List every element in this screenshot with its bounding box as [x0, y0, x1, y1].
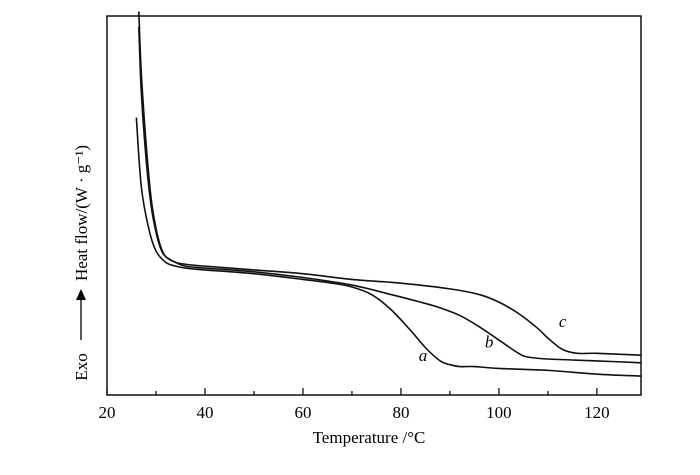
series-line-c: [138, 11, 642, 356]
series-annotations: a b c: [419, 312, 567, 365]
exo-arrow-icon: [76, 289, 86, 300]
series-line-b: [138, 26, 642, 364]
plot-frame: [106, 15, 642, 396]
y-axis-title: Heat flow/(W · g⁻¹): [72, 145, 91, 281]
series-line-a: [135, 117, 642, 377]
exo-label: Exo: [72, 353, 91, 380]
y-axis-label: Heat flow/(W · g⁻¹): [72, 145, 91, 281]
series-group: [135, 11, 642, 377]
x-axis-label: Temperature /°C: [313, 428, 426, 447]
series-label-b: b: [485, 333, 494, 352]
x-tick-label: 60: [294, 403, 311, 422]
x-axis-tick-labels: 20 40 60 80 100 120: [99, 403, 610, 422]
x-tick-label: 20: [99, 403, 116, 422]
plot-area-border: [106, 15, 642, 396]
series-label-a: a: [419, 346, 428, 365]
x-axis-ticks: [106, 388, 598, 395]
series-label-c: c: [559, 312, 567, 331]
x-tick-label: 40: [196, 403, 213, 422]
exo-indicator: Exo: [72, 289, 91, 381]
x-tick-label: 80: [392, 403, 409, 422]
x-tick-label: 120: [584, 403, 610, 422]
x-tick-label: 100: [486, 403, 512, 422]
